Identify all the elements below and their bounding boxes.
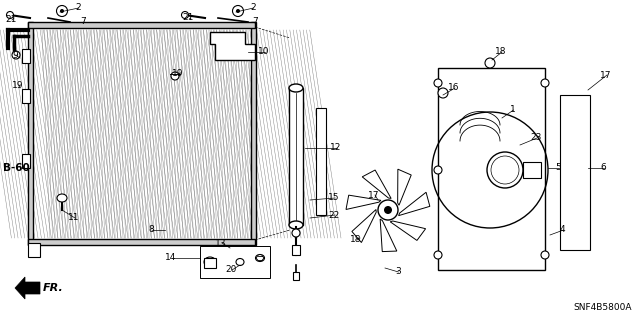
Text: 23: 23 — [530, 133, 541, 143]
Circle shape — [541, 79, 549, 87]
Bar — [438, 68, 545, 270]
Circle shape — [438, 88, 448, 98]
Text: 1: 1 — [510, 106, 516, 115]
Text: 17: 17 — [368, 190, 380, 199]
Bar — [289, 88, 303, 225]
Ellipse shape — [289, 221, 303, 229]
Text: 22: 22 — [328, 211, 339, 219]
Text: 21: 21 — [182, 13, 193, 23]
Circle shape — [434, 251, 442, 259]
Circle shape — [232, 5, 243, 17]
Circle shape — [182, 11, 189, 19]
Text: FR.: FR. — [43, 283, 64, 293]
Bar — [28, 22, 33, 245]
Text: 4: 4 — [560, 226, 566, 234]
Bar — [28, 22, 255, 28]
Bar — [292, 245, 300, 255]
Text: 14: 14 — [165, 254, 177, 263]
Text: 8: 8 — [148, 226, 154, 234]
Polygon shape — [352, 210, 376, 242]
Circle shape — [12, 51, 20, 59]
Circle shape — [384, 206, 392, 214]
Text: B-60: B-60 — [3, 163, 29, 173]
Polygon shape — [346, 195, 381, 210]
Bar — [316, 108, 326, 215]
Bar — [22, 49, 30, 63]
Ellipse shape — [236, 258, 244, 265]
Polygon shape — [397, 169, 412, 205]
Circle shape — [171, 72, 179, 80]
Circle shape — [60, 9, 64, 13]
Circle shape — [434, 79, 442, 87]
Bar — [22, 154, 30, 168]
Ellipse shape — [289, 84, 303, 92]
Circle shape — [56, 5, 67, 17]
Ellipse shape — [204, 257, 216, 267]
Text: 21: 21 — [5, 16, 17, 25]
Text: 18: 18 — [350, 235, 362, 244]
Text: 11: 11 — [68, 213, 79, 222]
Text: 19: 19 — [172, 70, 184, 78]
Bar — [28, 239, 255, 245]
Text: 7: 7 — [80, 18, 86, 26]
Text: 16: 16 — [448, 84, 460, 93]
Text: 15: 15 — [328, 194, 339, 203]
Bar — [200, 246, 270, 278]
Circle shape — [485, 58, 495, 68]
Text: 2: 2 — [75, 4, 81, 12]
Text: 5: 5 — [555, 164, 561, 173]
Polygon shape — [380, 219, 397, 252]
Polygon shape — [362, 170, 391, 198]
Bar — [251, 22, 256, 245]
Circle shape — [236, 9, 240, 13]
Circle shape — [378, 200, 398, 220]
Bar — [523, 162, 541, 178]
Circle shape — [434, 166, 442, 174]
Circle shape — [491, 156, 519, 184]
Text: 18: 18 — [495, 48, 506, 56]
Text: 7: 7 — [252, 18, 258, 26]
Ellipse shape — [57, 194, 67, 202]
Text: 17: 17 — [600, 70, 611, 79]
Circle shape — [541, 251, 549, 259]
Circle shape — [6, 11, 13, 19]
Circle shape — [487, 152, 523, 188]
Circle shape — [292, 229, 300, 237]
Bar — [293, 272, 299, 280]
Bar — [560, 95, 590, 250]
Text: 2: 2 — [250, 4, 255, 12]
Polygon shape — [390, 221, 426, 241]
Text: 13: 13 — [215, 239, 227, 248]
Text: SNF4B5800A: SNF4B5800A — [573, 303, 632, 313]
Polygon shape — [210, 32, 255, 60]
Bar — [204, 258, 216, 268]
Text: 6: 6 — [600, 164, 605, 173]
Text: 9: 9 — [12, 50, 18, 60]
Text: 12: 12 — [330, 144, 341, 152]
Text: 20: 20 — [225, 265, 236, 275]
Text: 3: 3 — [395, 268, 401, 277]
Bar — [28, 243, 40, 257]
Bar — [22, 89, 30, 103]
Polygon shape — [399, 192, 430, 216]
Polygon shape — [15, 277, 40, 299]
Ellipse shape — [255, 255, 264, 262]
Text: 19: 19 — [12, 80, 24, 90]
Text: 10: 10 — [258, 48, 269, 56]
